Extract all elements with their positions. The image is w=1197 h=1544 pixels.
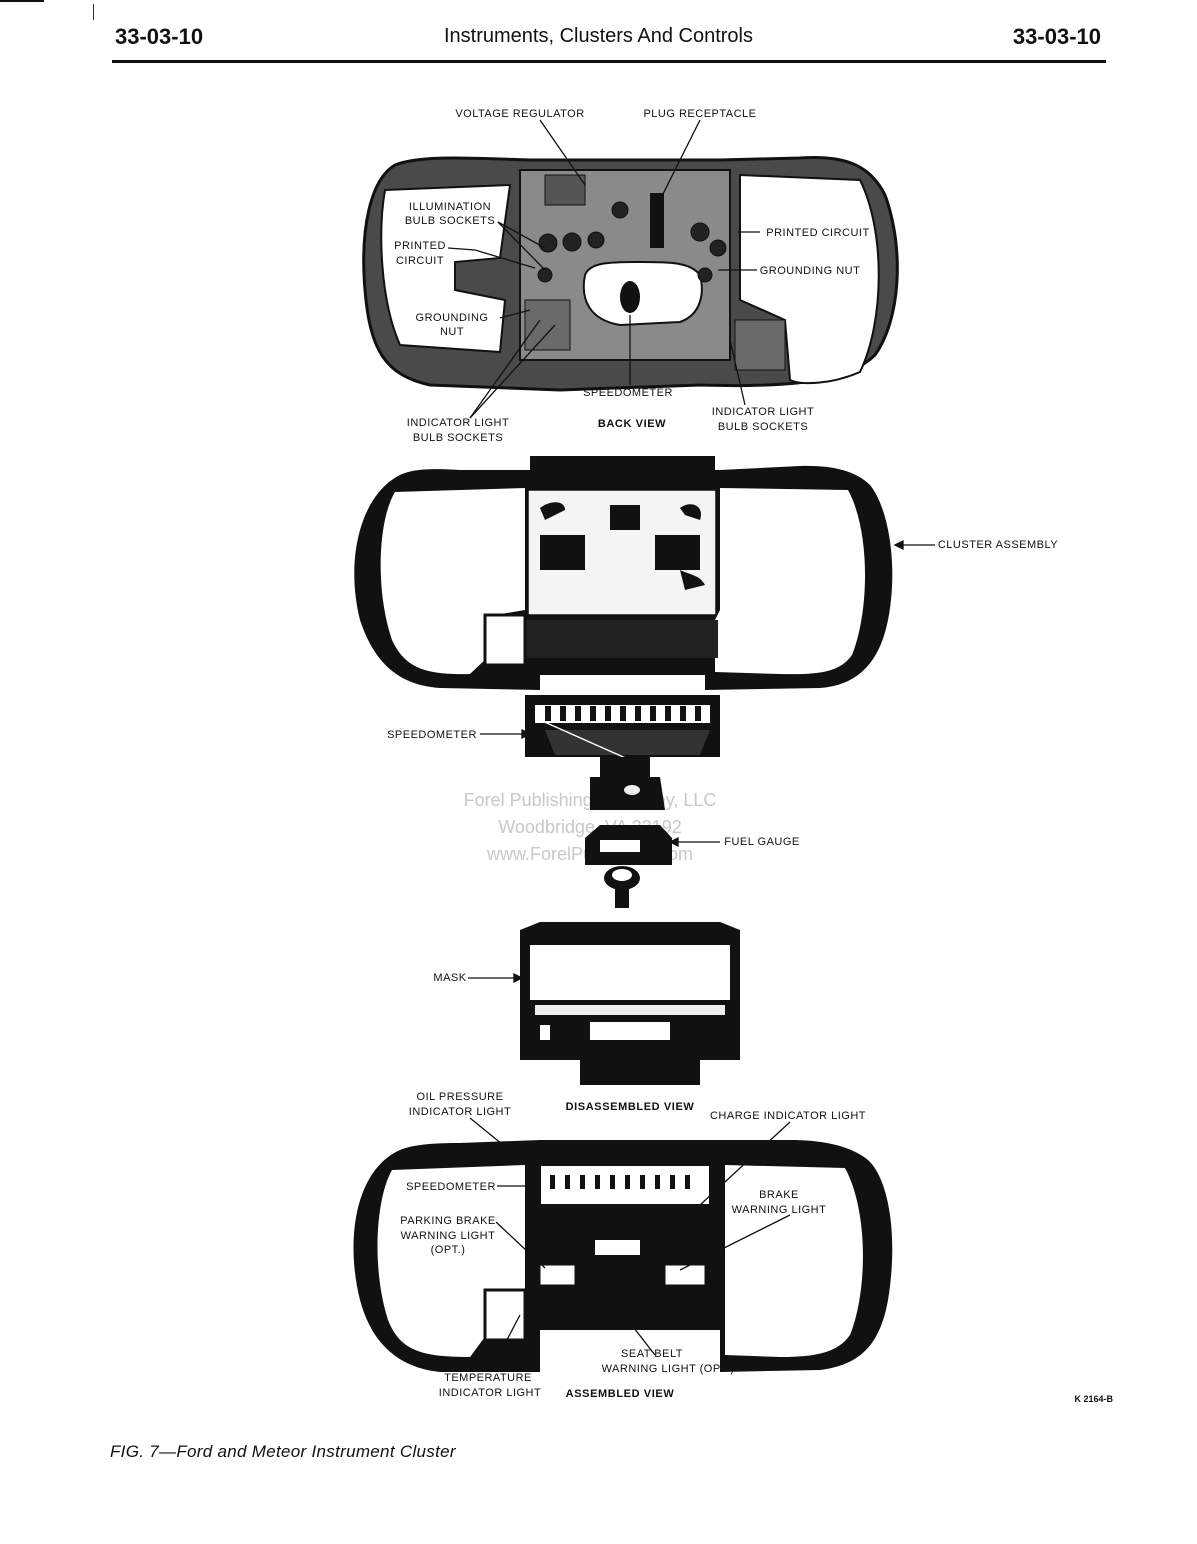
label-mask: MASK (433, 972, 466, 984)
section-number-right: 33-03-10 (1012, 24, 1101, 49)
mask-illustration (520, 922, 740, 1085)
fuel-gauge-illustration (585, 825, 672, 908)
section-number-left: 33-03-10 (115, 24, 204, 49)
label-indicator-left-1: INDICATOR LIGHT (407, 417, 509, 429)
back-view-illustration (362, 156, 899, 392)
assembled-view-illustration (353, 1140, 893, 1372)
back-view-leaders (447, 119, 760, 419)
label-voltage-regulator: VOLTAGE REGULATOR (455, 108, 584, 120)
label-temperature-2: INDICATOR LIGHT (439, 1387, 541, 1399)
label-parking-brake-1: PARKING BRAKE (400, 1215, 496, 1227)
label-back-view: BACK VIEW (598, 418, 666, 430)
cluster-assembly-illustration (354, 456, 893, 690)
label-indicator-left-2: BULB SOCKETS (413, 432, 503, 444)
figure-code: K 2164-B (1074, 1394, 1113, 1404)
label-grounding-nut-left-2: NUT (440, 326, 464, 338)
header-rule (112, 60, 1106, 63)
label-cluster-assembly: CLUSTER ASSEMBLY (938, 539, 1058, 551)
speedometer-illustration (525, 695, 720, 810)
label-brake-2: WARNING LIGHT (732, 1204, 827, 1216)
label-illumination-2: BULB SOCKETS (405, 215, 495, 227)
label-oil-pressure-1: OIL PRESSURE (417, 1091, 504, 1103)
label-printed-circuit-left-1: PRINTED (394, 240, 446, 252)
label-grounding-nut-right: GROUNDING NUT (760, 265, 861, 277)
label-seat-belt-1: SEAT BELT (621, 1348, 683, 1360)
label-speedometer-assembled: SPEEDOMETER (406, 1181, 496, 1193)
speedometer-leader (480, 728, 532, 740)
label-speedometer-disassembled: SPEEDOMETER (387, 729, 477, 741)
label-oil-pressure-2: INDICATOR LIGHT (409, 1106, 511, 1118)
label-parking-brake-2: WARNING LIGHT (401, 1230, 496, 1242)
mask-leader (468, 972, 524, 984)
label-speedometer-back: SPEEDOMETER (583, 387, 673, 399)
label-charge-indicator: CHARGE INDICATOR LIGHT (710, 1110, 866, 1122)
assembled-view-leaders (469, 1117, 791, 1373)
label-printed-circuit-right: PRINTED CIRCUIT (766, 227, 869, 239)
corner-mark (0, 0, 44, 2)
label-fuel-gauge: FUEL GAUGE (724, 836, 800, 848)
label-printed-circuit-left-2: CIRCUIT (396, 255, 444, 267)
label-plug-receptacle: PLUG RECEPTACLE (643, 108, 756, 120)
margin-tick (93, 4, 94, 20)
label-indicator-right-1: INDICATOR LIGHT (712, 406, 814, 418)
label-assembled-view: ASSEMBLED VIEW (566, 1388, 675, 1400)
cluster-assembly-leader (893, 539, 935, 551)
label-seat-belt-2: WARNING LIGHT (OPT.) (602, 1363, 735, 1375)
page-title: Instruments, Clusters And Controls (443, 25, 753, 47)
label-grounding-nut-left-1: GROUNDING (416, 312, 489, 324)
figure-caption: FIG. 7—Ford and Meteor Instrument Cluste… (110, 1442, 456, 1461)
fuel-gauge-leader (668, 836, 720, 848)
label-brake-1: BRAKE (759, 1189, 799, 1201)
label-indicator-right-2: BULB SOCKETS (718, 421, 808, 433)
label-disassembled-view: DISASSEMBLED VIEW (566, 1101, 695, 1113)
label-illumination-1: ILLUMINATION (409, 201, 491, 213)
label-parking-brake-3: (OPT.) (431, 1244, 466, 1256)
label-temperature-1: TEMPERATURE (444, 1372, 532, 1384)
